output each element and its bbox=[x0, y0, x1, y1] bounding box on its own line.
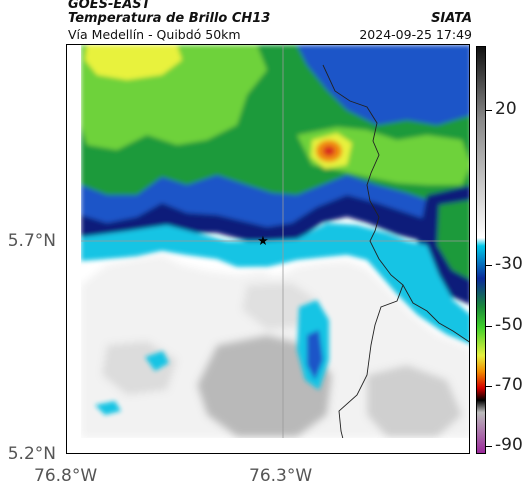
map-image: ★ bbox=[67, 45, 469, 453]
header-row-3: Vía Medellín - Quibdó 50km 2024-09-25 17… bbox=[68, 27, 472, 42]
org-label: SIATA bbox=[431, 11, 472, 26]
header-row-2: Temperatura de Brillo CH13 SIATA bbox=[68, 11, 472, 26]
satellite-map[interactable]: ★ bbox=[66, 44, 470, 454]
colorbar-label: -30 bbox=[495, 254, 523, 274]
colorbar-label: -50 bbox=[495, 315, 523, 335]
cloud-region-yellow bbox=[85, 45, 182, 80]
colorbar-label: -90 bbox=[495, 435, 523, 455]
colorbar-tick bbox=[486, 326, 492, 327]
colorbar-tick bbox=[486, 386, 492, 387]
y-tick-label: 5.2°N bbox=[7, 444, 56, 464]
x-tick-label: 76.8°W bbox=[34, 466, 98, 486]
colorbar-tick bbox=[486, 265, 492, 266]
colorbar-label: 20 bbox=[495, 99, 517, 119]
header-row-1: GOES-EAST bbox=[68, 0, 472, 12]
colorbar-tick bbox=[486, 110, 492, 111]
satellite-name: GOES-EAST bbox=[68, 0, 151, 12]
colorbar bbox=[476, 46, 486, 454]
colorbar-label: -70 bbox=[495, 375, 523, 395]
y-tick-label: 5.7°N bbox=[7, 231, 56, 251]
timestamp: 2024-09-25 17:49 bbox=[359, 27, 472, 42]
product-title: Temperatura de Brillo CH13 bbox=[68, 11, 271, 26]
cloud-region-cyan bbox=[81, 223, 469, 345]
x-tick-label: 76.3°W bbox=[249, 466, 313, 486]
colorbar-tick bbox=[486, 446, 492, 447]
route-subtitle: Vía Medellín - Quibdó 50km bbox=[68, 27, 241, 42]
star-marker: ★ bbox=[257, 234, 269, 249]
admin-border bbox=[322, 64, 404, 453]
